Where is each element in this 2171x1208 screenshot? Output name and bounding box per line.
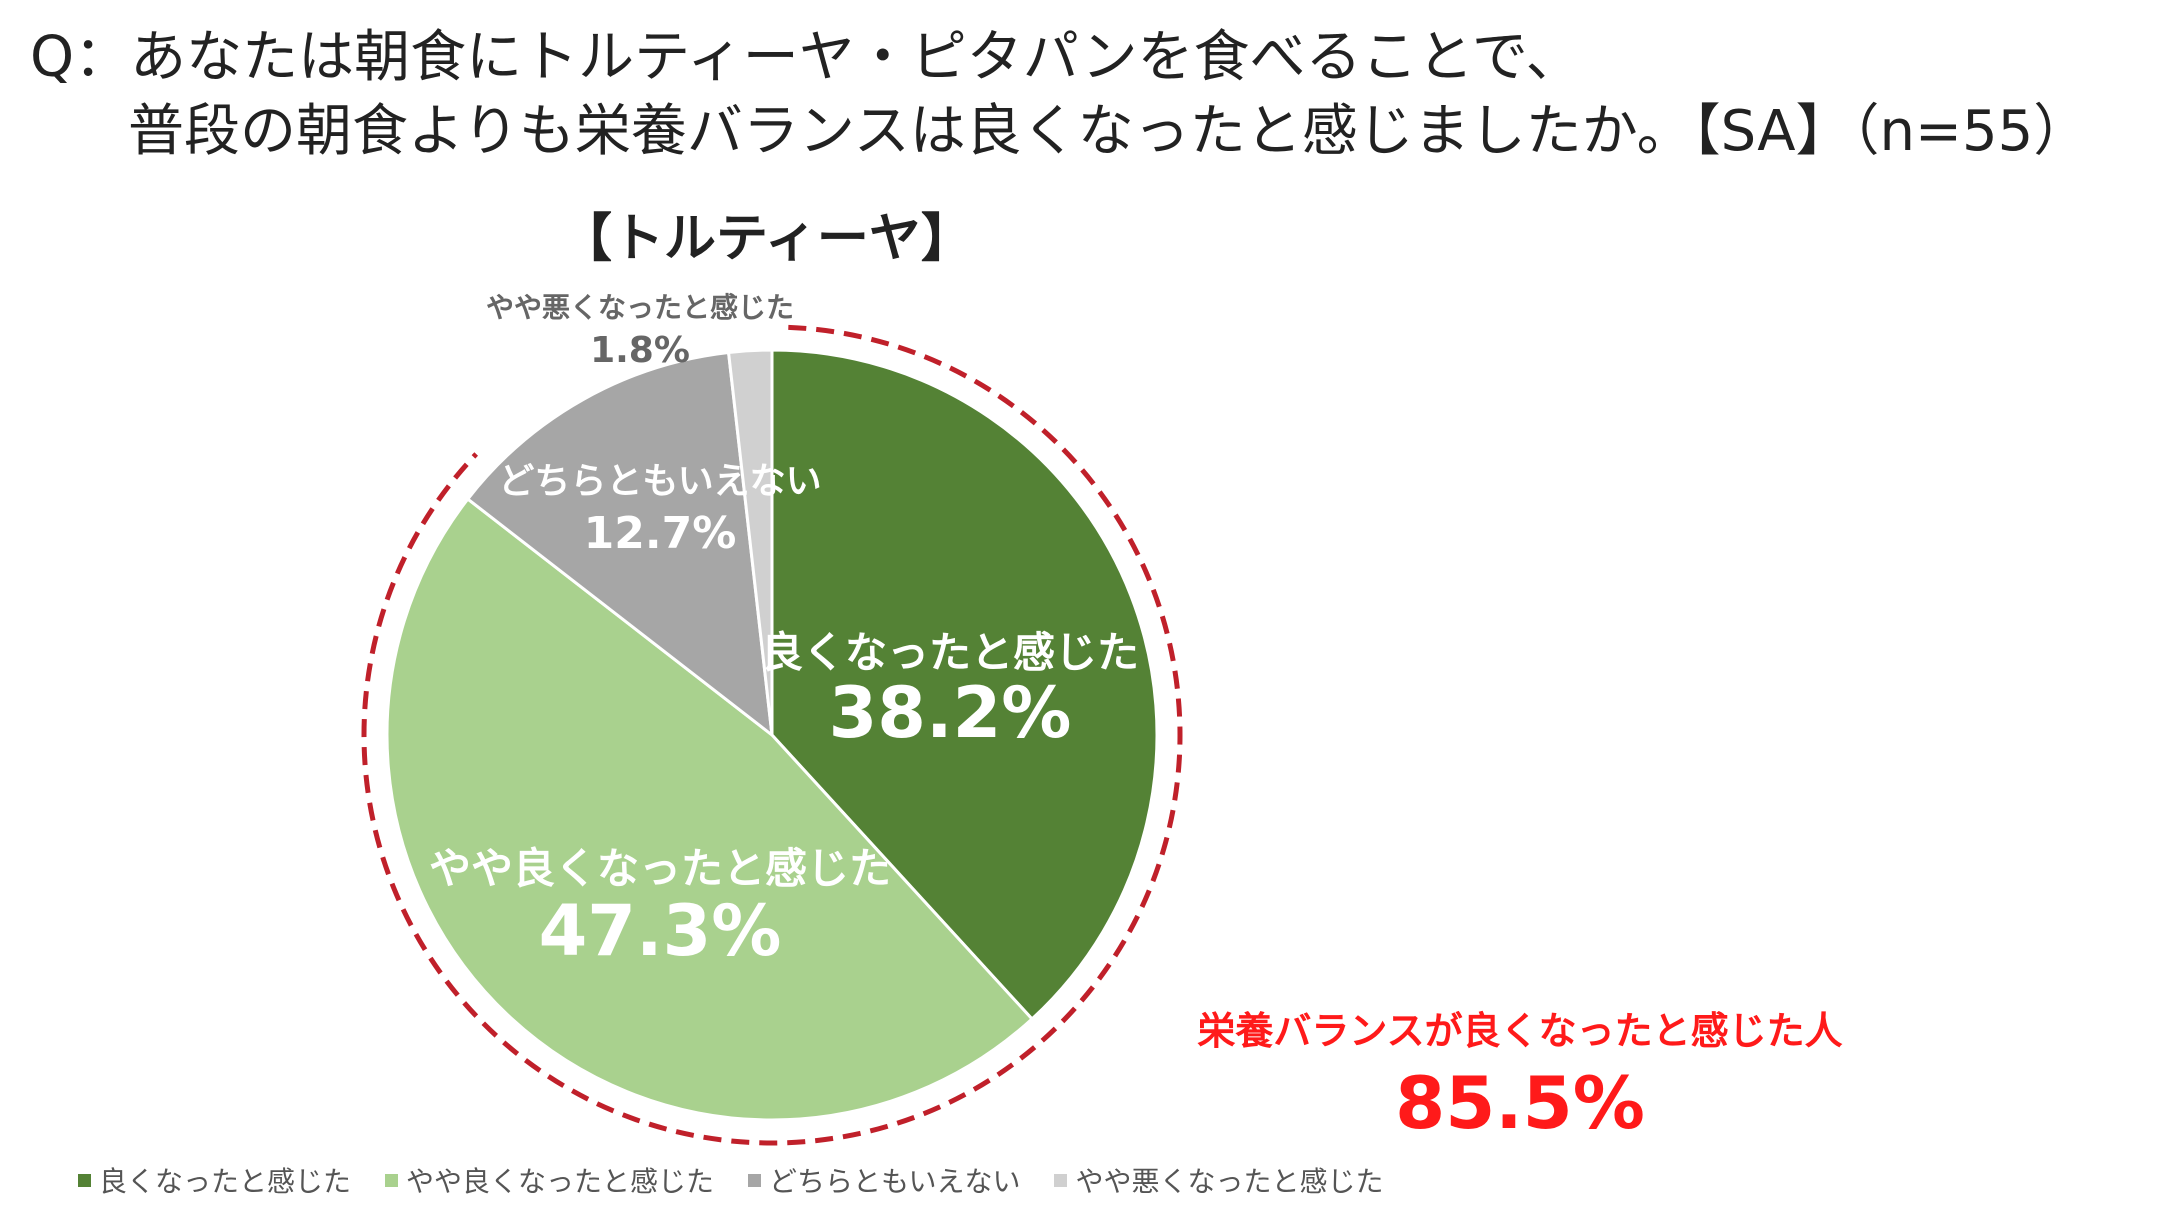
legend-label: 良くなったと感じた: [99, 1165, 352, 1198]
legend-swatch: [1054, 1173, 1068, 1187]
pie-slice: [770, 348, 1159, 1022]
question-line-1: Q：あなたは朝食にトルティーヤ・ピタパンを食べることで、: [30, 25, 1582, 90]
question-line-2: 普段の朝食よりも栄養バランスは良くなったと感じましたか。【SA】（n=55）: [128, 99, 2090, 164]
chart-title: 【トルティーヤ】: [560, 209, 973, 269]
legend-swatch: [78, 1173, 91, 1187]
legend-label: どちらともいえない: [769, 1165, 1021, 1198]
slice-label: やや良くなったと感じた: [429, 844, 891, 893]
legend-item: どちらともいえない: [748, 1160, 1020, 1200]
chart-legend: 良くなったと感じた やや良くなったと感じた どちらともいえない やや悪くなったと感じた: [78, 1160, 1384, 1200]
highlight-ring: [361, 324, 1183, 1146]
legend-label: やや悪くなったと感じた: [1075, 1165, 1384, 1198]
legend-item: やや良くなったと感じた: [385, 1160, 714, 1200]
slice-value-label: 47.3%: [539, 890, 782, 972]
legend-item: 良くなったと感じた: [78, 1160, 351, 1200]
slice-value-label: 38.2%: [829, 672, 1072, 754]
pie-slice: [726, 348, 774, 736]
legend-swatch: [748, 1173, 762, 1187]
slice-label: どちらともいえない: [498, 461, 821, 502]
callout: 栄養バランスが良くなったと感じた人 85.5%: [1090, 1000, 1950, 1145]
slice-label: 良くなったと感じた: [761, 628, 1139, 677]
pie-slice: [385, 496, 1035, 1122]
pie-slice: [465, 350, 774, 739]
legend-item: やや悪くなったと感じた: [1054, 1160, 1384, 1200]
slice-value-label: 1.8%: [590, 330, 690, 371]
slice-label: やや悪くなったと感じた: [486, 291, 794, 324]
callout-label: 栄養バランスが良くなったと感じた人: [1197, 1009, 1843, 1053]
legend-label: やや良くなったと感じた: [406, 1165, 715, 1198]
callout-value: 85.5%: [1395, 1061, 1645, 1145]
slice-value-label: 12.7%: [584, 508, 737, 559]
legend-swatch: [385, 1173, 399, 1187]
